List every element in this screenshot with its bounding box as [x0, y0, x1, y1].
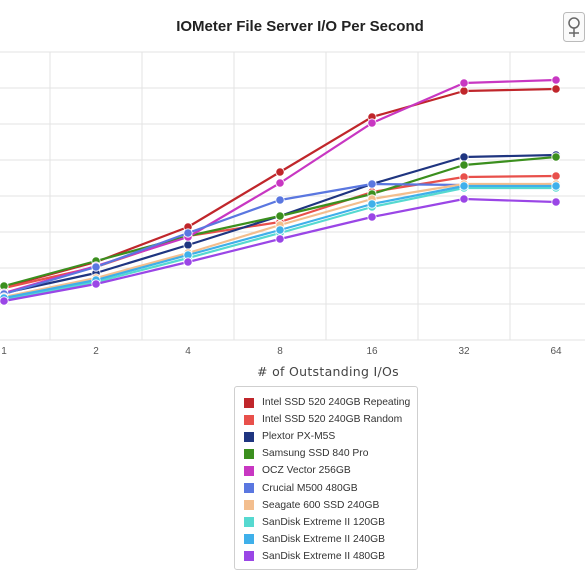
legend-swatch	[244, 431, 254, 442]
data-point[interactable]	[275, 167, 285, 177]
legend-item[interactable]: Intel SSD 520 240GB Repeating	[244, 394, 417, 411]
data-point[interactable]	[459, 194, 469, 204]
legend-label: Crucial M500 480GB	[262, 482, 358, 494]
data-point[interactable]	[459, 152, 469, 162]
legend-swatch	[244, 397, 254, 408]
legend-label: OCZ Vector 256GB	[262, 465, 351, 477]
x-tick-label: 4	[185, 346, 191, 357]
legend: Intel SSD 520 240GB Repeating Intel SSD 5…	[234, 386, 418, 570]
grid	[0, 51, 585, 341]
legend-label: SanDisk Extreme II 480GB	[262, 550, 386, 562]
data-point[interactable]	[459, 78, 469, 88]
legend-swatch	[244, 465, 254, 476]
x-tick-label: 32	[458, 346, 470, 357]
data-point[interactable]	[551, 84, 561, 94]
legend-label: Intel SSD 520 240GB Repeating	[262, 397, 411, 409]
data-point[interactable]	[459, 181, 469, 191]
data-point[interactable]	[275, 178, 285, 188]
data-point[interactable]	[367, 199, 377, 209]
legend-swatch	[244, 534, 254, 545]
legend-label: SanDisk Extreme II 240GB	[262, 533, 386, 545]
legend-item[interactable]: Samsung SSD 840 Pro	[244, 445, 417, 462]
legend-item[interactable]: Seagate 600 SSD 240GB	[244, 497, 417, 514]
data-point[interactable]	[275, 195, 285, 205]
data-point[interactable]	[0, 296, 9, 306]
legend-item[interactable]: Intel SSD 520 240GB Random	[244, 411, 417, 428]
legend-item[interactable]: Plextor PX-M5S	[244, 428, 417, 445]
x-axis-label: # of Outstanding I/Os	[257, 364, 399, 379]
series-layer	[0, 75, 561, 306]
data-point[interactable]	[275, 211, 285, 221]
legend-swatch	[244, 517, 254, 528]
x-tick-label: 8	[277, 346, 283, 357]
chart-title: IOMeter File Server I/O Per Second	[176, 18, 424, 35]
data-point[interactable]	[459, 160, 469, 170]
legend-label: Plextor PX-M5S	[262, 431, 336, 443]
x-axis: 1 2 4 8 16 32 64	[1, 346, 562, 357]
data-point[interactable]	[183, 257, 193, 267]
data-point[interactable]	[275, 234, 285, 244]
data-point[interactable]	[183, 240, 193, 250]
export-menu-icon[interactable]	[563, 12, 585, 42]
legend-label: Samsung SSD 840 Pro	[262, 448, 369, 460]
x-tick-label: 64	[550, 346, 562, 357]
legend-swatch	[244, 483, 254, 494]
legend-label: Seagate 600 SSD 240GB	[262, 499, 380, 511]
legend-swatch	[244, 414, 254, 425]
data-point[interactable]	[91, 279, 101, 289]
data-point[interactable]	[367, 118, 377, 128]
x-tick-label: 2	[93, 346, 99, 357]
data-point[interactable]	[367, 212, 377, 222]
legend-swatch	[244, 448, 254, 459]
x-tick-label: 16	[366, 346, 378, 357]
data-point[interactable]	[367, 179, 377, 189]
legend-label: Intel SSD 520 240GB Random	[262, 414, 403, 426]
data-point[interactable]	[551, 75, 561, 85]
data-point[interactable]	[551, 152, 561, 162]
data-point[interactable]	[183, 228, 193, 238]
series-9[interactable]	[0, 194, 561, 306]
data-point[interactable]	[551, 181, 561, 191]
legend-item[interactable]: SanDisk Extreme II 480GB	[244, 548, 417, 565]
legend-item[interactable]: SanDisk Extreme II 120GB	[244, 514, 417, 531]
data-point[interactable]	[551, 171, 561, 181]
legend-label: SanDisk Extreme II 120GB	[262, 516, 386, 528]
data-point[interactable]	[551, 197, 561, 207]
legend-swatch	[244, 551, 254, 562]
legend-item[interactable]: SanDisk Extreme II 240GB	[244, 531, 417, 548]
x-tick-label: 1	[1, 346, 7, 357]
data-point[interactable]	[459, 86, 469, 96]
data-point[interactable]	[275, 225, 285, 235]
legend-item[interactable]: Crucial M500 480GB	[244, 479, 417, 496]
line-chart: 1 2 4 8 16 32 64	[0, 51, 585, 357]
data-point[interactable]	[91, 262, 101, 272]
legend-item[interactable]: OCZ Vector 256GB	[244, 462, 417, 479]
legend-swatch	[244, 500, 254, 511]
